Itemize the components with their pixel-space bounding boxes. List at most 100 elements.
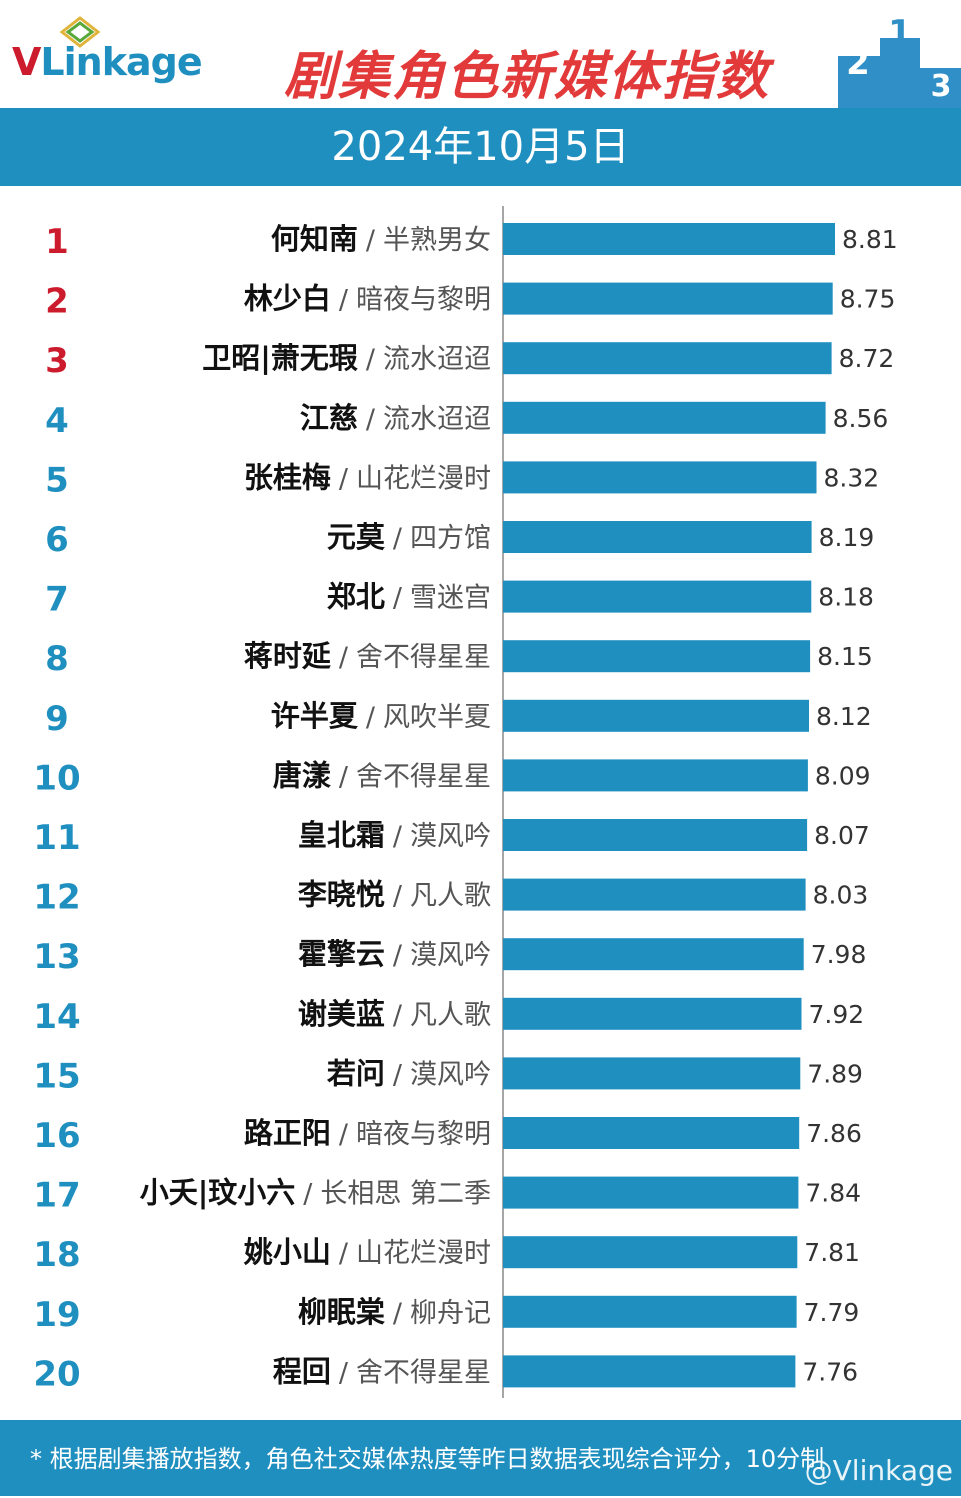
score-label: 8.18 xyxy=(818,583,874,612)
svg-text:2: 2 xyxy=(846,43,870,83)
character-name: 姚小山 xyxy=(243,1235,331,1269)
character-name: 霍擎云 xyxy=(298,937,385,971)
show-title: 暗夜与黎明 xyxy=(356,1119,491,1150)
rank-number: 15 xyxy=(33,1056,80,1096)
score-label: 8.19 xyxy=(819,523,875,552)
score-label: 7.79 xyxy=(804,1298,860,1327)
score-label: 8.32 xyxy=(824,463,880,492)
show-title: 柳舟记 xyxy=(410,1298,491,1329)
rank-number: 7 xyxy=(45,580,69,620)
score-bar xyxy=(503,997,802,1030)
score-bar xyxy=(503,521,812,553)
logo-diamond-icon xyxy=(59,16,101,48)
score-label: 7.89 xyxy=(807,1059,863,1088)
row-label: 小夭|玟小六 / 长相思 第二季 xyxy=(140,1176,491,1210)
podium-icon: 2 1 3 xyxy=(838,14,961,108)
label-separator: / xyxy=(339,1357,349,1388)
rank-number: 13 xyxy=(33,937,80,977)
label-separator: / xyxy=(339,285,349,316)
label-separator: / xyxy=(393,821,403,852)
rank-number: 6 xyxy=(45,520,69,560)
svg-text:3: 3 xyxy=(931,69,952,104)
score-bar xyxy=(503,759,808,792)
score-bar xyxy=(503,1295,797,1328)
show-title: 舍不得星星 xyxy=(356,1357,491,1388)
show-title: 舍不得星星 xyxy=(356,761,491,792)
character-name: 元莫 xyxy=(327,520,386,554)
row-label: 何知南 / 半熟男女 xyxy=(271,222,491,256)
label-separator: / xyxy=(339,642,349,673)
label-separator: / xyxy=(393,1059,403,1090)
label-separator: / xyxy=(366,225,376,256)
score-bar xyxy=(503,1355,796,1388)
watermark: @Vlinkage xyxy=(804,1454,953,1487)
row-label: 蒋时延 / 舍不得星星 xyxy=(244,639,491,673)
character-name: 何知南 xyxy=(271,222,358,256)
score-label: 7.76 xyxy=(802,1357,858,1386)
label-separator: / xyxy=(393,583,403,614)
character-name: 张桂梅 xyxy=(244,460,331,494)
show-title: 流水迢迢 xyxy=(383,404,491,435)
rank-number: 2 xyxy=(45,282,69,322)
row-label: 江慈 / 流水迢迢 xyxy=(300,401,491,435)
score-label: 8.09 xyxy=(815,761,871,790)
rank-number: 18 xyxy=(33,1235,80,1275)
show-title: 风吹半夏 xyxy=(383,702,491,733)
label-separator: / xyxy=(366,702,376,733)
date-label: 2024年10月5日 xyxy=(331,124,630,170)
row-label: 李晓悦 / 凡人歌 xyxy=(298,878,491,912)
score-bar xyxy=(503,1236,798,1269)
score-bar xyxy=(503,699,809,732)
score-label: 8.15 xyxy=(817,642,873,671)
score-label: 8.12 xyxy=(816,702,872,731)
logo-rest: Linkage xyxy=(40,40,202,84)
character-name: 皇北霜 xyxy=(298,818,385,852)
character-name: 程回 xyxy=(273,1354,331,1388)
row-label: 唐漾 / 舍不得星星 xyxy=(273,758,491,792)
label-separator: / xyxy=(366,404,376,435)
score-bar xyxy=(503,1057,801,1090)
rank-number: 16 xyxy=(33,1116,80,1156)
label-separator: / xyxy=(393,1298,403,1329)
label-separator: / xyxy=(393,1000,403,1031)
rank-number: 3 xyxy=(45,341,69,381)
score-bar xyxy=(503,580,812,613)
character-name: 蒋时延 xyxy=(244,639,332,673)
show-title: 半熟男女 xyxy=(383,225,491,256)
score-bar xyxy=(503,461,817,494)
label-separator: / xyxy=(393,881,403,912)
character-name: 林少白 xyxy=(244,282,331,316)
row-label: 若问 / 漠风吟 xyxy=(327,1056,491,1090)
character-name: 李晓悦 xyxy=(298,878,385,912)
character-name: 柳眠棠 xyxy=(298,1295,386,1329)
show-title: 漠风吟 xyxy=(410,1059,491,1090)
header: VLinkage 剧集角色新媒体指数 2 1 3 xyxy=(0,0,961,108)
row-label: 谢美蓝 / 凡人歌 xyxy=(298,997,491,1031)
character-name: 路正阳 xyxy=(244,1116,331,1150)
rank-number: 17 xyxy=(33,1176,80,1216)
score-bar xyxy=(503,342,832,375)
score-bar xyxy=(503,223,835,255)
show-title: 暗夜与黎明 xyxy=(356,285,491,316)
rank-number: 5 xyxy=(45,460,69,500)
score-label: 8.72 xyxy=(839,344,895,373)
label-separator: / xyxy=(366,344,376,375)
score-label: 7.86 xyxy=(806,1119,862,1148)
character-name: 卫昭|萧无瑕 xyxy=(202,341,358,375)
row-label: 张桂梅 / 山花烂漫时 xyxy=(244,460,491,494)
label-separator: / xyxy=(339,463,349,494)
rank-number: 8 xyxy=(45,639,69,679)
rank-number: 1 xyxy=(45,222,69,262)
rank-number: 19 xyxy=(33,1295,80,1335)
score-bar xyxy=(503,1176,799,1209)
rank-number: 14 xyxy=(33,997,80,1037)
logo-v: V xyxy=(12,40,41,84)
show-title: 凡人歌 xyxy=(410,881,491,912)
score-bar xyxy=(503,1117,800,1149)
footer: * 根据剧集播放指数，角色社交媒体热度等昨日数据表现综合评分，10分制 @Vli… xyxy=(0,1420,961,1496)
row-label: 柳眠棠 / 柳舟记 xyxy=(298,1295,491,1329)
score-label: 8.07 xyxy=(814,821,870,850)
rank-number: 10 xyxy=(33,758,80,798)
character-name: 若问 xyxy=(327,1056,385,1090)
page-title: 剧集角色新媒体指数 xyxy=(284,46,771,107)
